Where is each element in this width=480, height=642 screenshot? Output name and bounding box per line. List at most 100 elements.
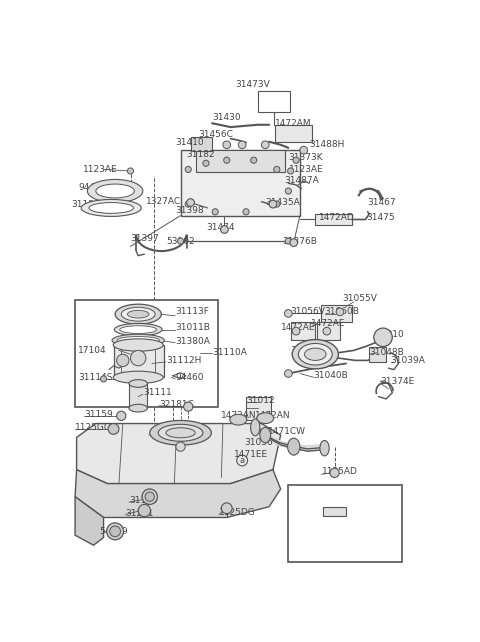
Text: 31453: 31453	[291, 346, 319, 355]
Text: 1125DG: 1125DG	[219, 508, 256, 517]
Text: 1125AD: 1125AD	[322, 467, 357, 476]
Circle shape	[187, 199, 194, 206]
Bar	[196, 150, 285, 172]
Circle shape	[221, 503, 232, 514]
Text: 31475: 31475	[366, 213, 395, 222]
Bar	[180, 150, 300, 216]
Circle shape	[274, 201, 280, 207]
Text: 31376B: 31376B	[282, 236, 317, 245]
Text: 31398: 31398	[175, 205, 204, 215]
Text: 31488H: 31488H	[309, 141, 345, 150]
Text: 31048B: 31048B	[369, 348, 404, 357]
Text: 31221: 31221	[125, 509, 154, 518]
Circle shape	[138, 505, 151, 517]
Circle shape	[117, 412, 126, 421]
Text: 94472: 94472	[78, 183, 107, 192]
Ellipse shape	[257, 413, 274, 424]
Circle shape	[117, 354, 129, 367]
Circle shape	[336, 308, 344, 316]
Text: 31112H: 31112H	[166, 356, 201, 365]
Ellipse shape	[304, 348, 326, 360]
Circle shape	[300, 146, 308, 154]
Text: 31109: 31109	[129, 496, 158, 505]
Ellipse shape	[299, 343, 332, 365]
Text: 31159: 31159	[84, 410, 113, 419]
Text: 1472AE: 1472AE	[312, 319, 346, 328]
Text: 17104: 17104	[78, 346, 107, 355]
Ellipse shape	[89, 202, 133, 213]
Text: 31487A: 31487A	[285, 177, 319, 186]
Text: 54659: 54659	[100, 527, 128, 536]
Text: 31110A: 31110A	[212, 348, 247, 357]
Text: 1472AN: 1472AN	[255, 412, 291, 421]
Circle shape	[127, 168, 133, 174]
Ellipse shape	[230, 414, 247, 425]
Ellipse shape	[112, 334, 164, 347]
Text: 31158P: 31158P	[71, 200, 105, 209]
Circle shape	[223, 141, 230, 149]
Bar	[317, 322, 340, 340]
Circle shape	[285, 370, 292, 377]
Circle shape	[285, 238, 291, 244]
Text: 31397: 31397	[131, 234, 159, 243]
Bar	[275, 125, 312, 142]
Ellipse shape	[127, 310, 149, 318]
Circle shape	[184, 402, 193, 412]
Circle shape	[374, 328, 392, 347]
Circle shape	[292, 327, 300, 335]
Circle shape	[224, 157, 230, 163]
Text: 31113F: 31113F	[175, 308, 209, 317]
Text: 1327AC: 1327AC	[146, 196, 181, 205]
Circle shape	[145, 492, 155, 501]
Ellipse shape	[292, 340, 338, 369]
Ellipse shape	[117, 336, 159, 344]
Text: 32181C: 32181C	[159, 400, 194, 409]
Circle shape	[212, 209, 218, 215]
Text: 31012: 31012	[246, 396, 275, 405]
Text: 31060B: 31060B	[324, 308, 360, 317]
Ellipse shape	[150, 421, 211, 445]
Text: 1472AE: 1472AE	[281, 323, 315, 332]
Ellipse shape	[96, 184, 134, 198]
Ellipse shape	[260, 428, 271, 443]
Ellipse shape	[115, 304, 161, 324]
Text: 31056V: 31056V	[291, 308, 325, 317]
Text: 1471CW: 1471CW	[267, 427, 306, 436]
Ellipse shape	[158, 424, 203, 441]
Text: 31467: 31467	[368, 198, 396, 207]
Circle shape	[251, 157, 257, 163]
Text: 1472AD: 1472AD	[319, 213, 355, 222]
Ellipse shape	[81, 200, 141, 216]
Bar	[322, 305, 352, 322]
Text: 31036: 31036	[244, 437, 273, 447]
Text: 1472AN: 1472AN	[221, 412, 257, 421]
Circle shape	[108, 424, 119, 435]
Circle shape	[293, 157, 299, 163]
Text: 1123AE: 1123AE	[289, 165, 324, 174]
Text: 31055V: 31055V	[342, 294, 377, 303]
Text: 31374E: 31374E	[381, 377, 415, 386]
Bar	[246, 397, 271, 421]
Text: 31160B: 31160B	[315, 527, 350, 536]
Circle shape	[290, 239, 298, 247]
Text: 31011B: 31011B	[175, 323, 210, 332]
Circle shape	[176, 442, 185, 451]
Bar	[315, 214, 352, 225]
Bar	[369, 347, 386, 362]
Circle shape	[221, 225, 228, 233]
Ellipse shape	[320, 440, 329, 456]
Bar	[114, 345, 164, 377]
Text: 94460: 94460	[175, 373, 204, 382]
Text: 31114S: 31114S	[78, 373, 112, 382]
Ellipse shape	[166, 428, 195, 438]
Circle shape	[131, 351, 146, 366]
Circle shape	[100, 376, 107, 382]
Text: 31435A: 31435A	[265, 198, 300, 207]
Ellipse shape	[121, 308, 155, 321]
Circle shape	[142, 489, 157, 505]
Text: 31430: 31430	[212, 112, 241, 121]
Bar	[323, 507, 346, 516]
Text: 31456C: 31456C	[198, 130, 233, 139]
Circle shape	[185, 166, 192, 173]
Bar	[129, 383, 147, 408]
